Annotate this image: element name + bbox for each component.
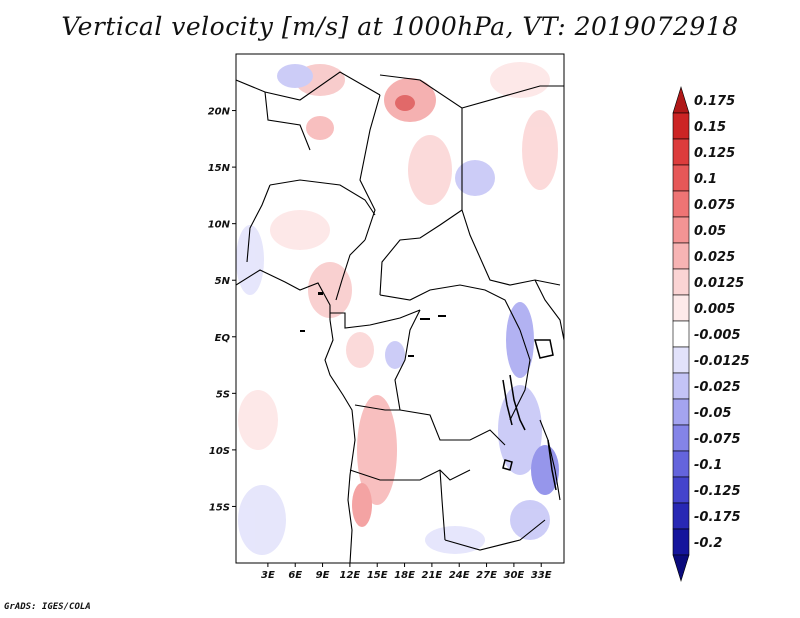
lat-tick-label: 5N	[215, 276, 231, 287]
small-features	[300, 292, 446, 357]
map-title: Vertical velocity [m/s] at 1000hPa, VT: …	[61, 12, 739, 41]
grads-credit: GrADS: IGES/COLA	[4, 602, 91, 612]
lon-tick-label: 15E	[367, 570, 388, 581]
colorbar-segment	[672, 190, 690, 218]
colorbar-segment	[672, 320, 690, 348]
colorbar-label: 0.075	[694, 198, 735, 213]
lat-tick-label: 5S	[216, 389, 230, 400]
lon-tick-label: 33E	[531, 570, 552, 581]
colorbar-segment	[672, 528, 690, 556]
colorbar-segment	[672, 398, 690, 426]
lat-tick-label: 10N	[208, 220, 231, 231]
colorbar-segment	[672, 294, 690, 322]
colorbar: 0.175 0.15 0.125 0.1 0.075 0.05 0.025 0.0125 0.0…	[672, 85, 750, 583]
country-boundaries	[236, 71, 564, 563]
lon-tick-label: 3E	[261, 570, 275, 581]
lat-tick-label: 15N	[208, 163, 231, 174]
colorbar-label: 0.005	[694, 302, 735, 317]
colorbar-label: -0.125	[694, 484, 741, 499]
colorbar-label: -0.005	[694, 328, 741, 343]
colorbar-label: 0.125	[694, 146, 735, 161]
colorbar-segment	[672, 112, 690, 140]
velocity-field-shading	[236, 62, 559, 555]
colorbar-label: 0.05	[694, 224, 726, 239]
lat-tick-label: 15S	[209, 502, 230, 513]
colorbar-segment	[672, 554, 690, 583]
lat-tick-label: 10S	[209, 446, 230, 457]
colorbar-segment	[672, 138, 690, 166]
lon-tick-label: 21E	[422, 570, 443, 581]
lakes	[502, 339, 557, 491]
colorbar-segment	[672, 372, 690, 400]
colorbar-label: 0.0125	[694, 276, 744, 291]
colorbar-label: -0.175	[694, 510, 741, 525]
lat-tick-label: EQ	[215, 333, 231, 344]
lon-tick-label: 24E	[449, 570, 470, 581]
colorbar-label: 0.15	[694, 120, 726, 135]
colorbar-label: -0.2	[694, 536, 722, 551]
colorbar-segment	[672, 164, 690, 192]
colorbar-segment	[672, 424, 690, 452]
colorbar-segment	[672, 216, 690, 244]
lon-tick-label: 18E	[394, 570, 415, 581]
lon-tick-label: 30E	[504, 570, 525, 581]
colorbar-segment	[672, 502, 690, 530]
colorbar-segment	[672, 242, 690, 270]
lon-tick-label: 6E	[288, 570, 302, 581]
colorbar-label: -0.0125	[694, 354, 750, 369]
latitude-axis: 20N 15N 10N 5N EQ 5S 10S 15S	[208, 107, 236, 513]
colorbar-label: -0.05	[694, 406, 731, 421]
map-frame	[235, 53, 565, 564]
lon-tick-label: 12E	[340, 570, 361, 581]
colorbar-label: -0.1	[694, 458, 722, 473]
colorbar-label: 0.1	[694, 172, 717, 187]
colorbar-segment	[672, 346, 690, 374]
colorbar-segment	[672, 85, 690, 114]
longitude-axis: 3E 6E 9E 12E 15E 18E 21E 24E 27E 30E 33E	[261, 563, 552, 581]
colorbar-segment	[672, 476, 690, 504]
colorbar-label: -0.025	[694, 380, 741, 395]
colorbar-label: 0.175	[694, 94, 735, 109]
lon-tick-label: 9E	[316, 570, 330, 581]
colorbar-label: 0.025	[694, 250, 735, 265]
colorbar-segment	[672, 450, 690, 478]
velocity-field-panel	[236, 54, 564, 563]
colorbar-label: -0.075	[694, 432, 741, 447]
lat-tick-label: 20N	[208, 107, 231, 118]
lon-tick-label: 27E	[476, 570, 497, 581]
colorbar-segment	[672, 268, 690, 296]
